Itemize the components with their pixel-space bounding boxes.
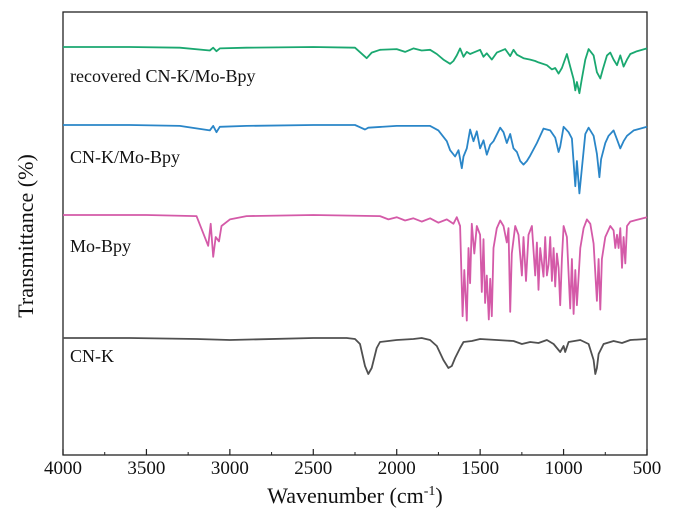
series-label: recovered CN-K/Mo-Bpy xyxy=(70,66,255,86)
series-line-cn-k-mo-bpy xyxy=(63,124,648,195)
x-tick-label: 2000 xyxy=(378,458,416,479)
y-axis-title: Transmittance (%) xyxy=(13,154,38,318)
series-line-recovered-cn-k-mo-bpy xyxy=(63,46,648,95)
x-tick-label: 3000 xyxy=(211,458,249,479)
x-tick-label: 1500 xyxy=(461,458,499,479)
x-tick-label: 500 xyxy=(633,458,662,479)
series-group xyxy=(63,46,648,375)
x-tick-label: 1000 xyxy=(545,458,583,479)
series-labels: recovered CN-K/Mo-Bpy CN-K/Mo-Bpy Mo-Bpy CN… xyxy=(70,66,255,366)
series-line-cn-k xyxy=(63,337,648,375)
series-label: CN-K xyxy=(70,346,114,366)
x-axis: 4000 3500 3000 2500 2000 1500 1000 500 xyxy=(44,449,661,479)
x-axis-title: Wavenumber (cm-1) xyxy=(267,483,442,508)
series-line-mo-bpy xyxy=(63,214,648,322)
x-tick-label: 2500 xyxy=(294,458,332,479)
series-label: CN-K/Mo-Bpy xyxy=(70,147,180,167)
x-tick-label: 4000 xyxy=(44,458,82,479)
x-tick-label: 3500 xyxy=(127,458,165,479)
series-label: Mo-Bpy xyxy=(70,236,131,256)
